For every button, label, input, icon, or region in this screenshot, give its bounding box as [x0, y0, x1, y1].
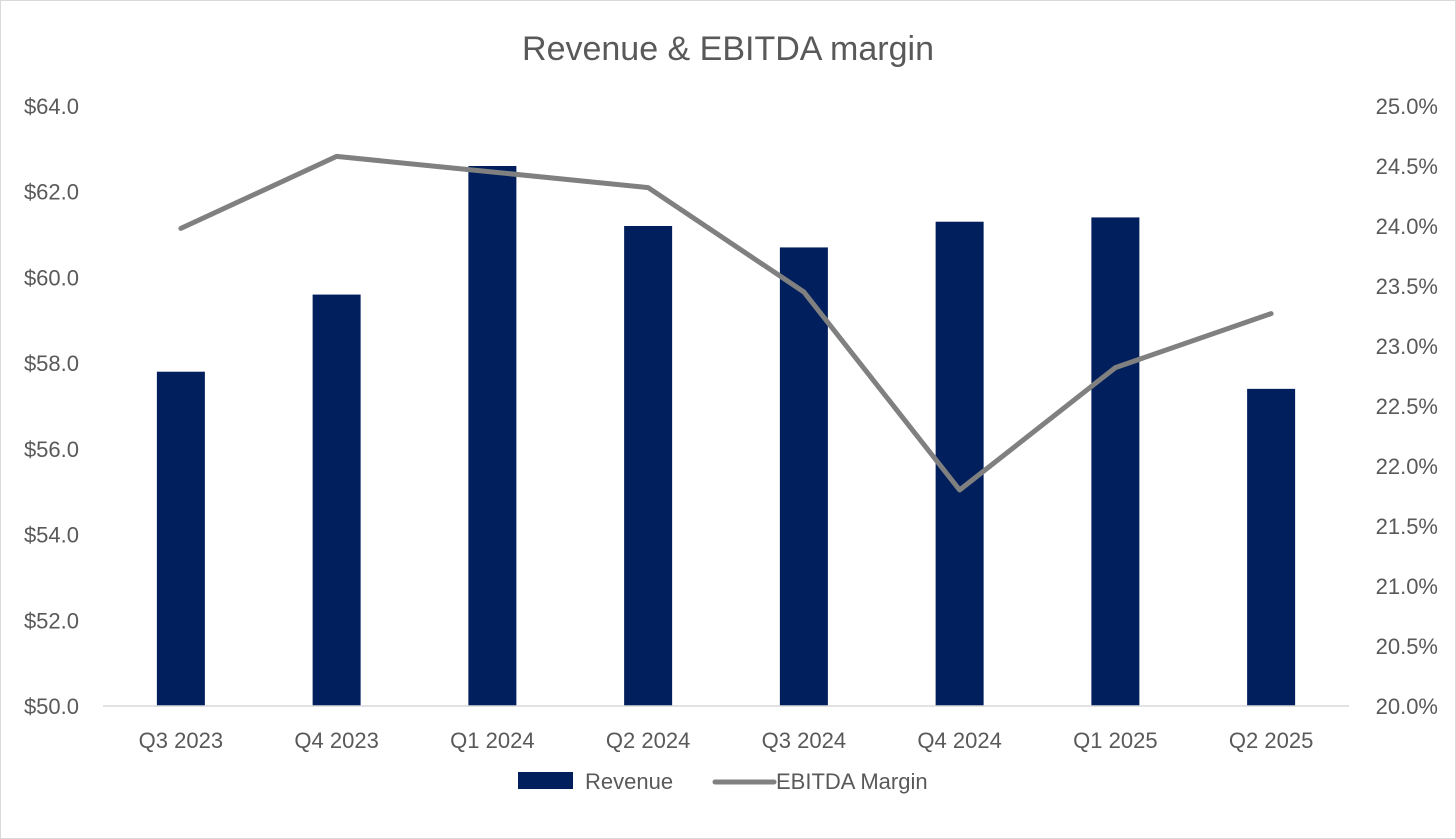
- right-tick-label: 20.5%: [1376, 634, 1438, 659]
- revenue-bars: [156, 166, 1296, 706]
- x-tick-label: Q3 2023: [139, 728, 223, 753]
- right-tick-label: 21.0%: [1376, 574, 1438, 599]
- right-tick-label: 20.0%: [1376, 694, 1438, 719]
- x-tick-label: Q4 2023: [294, 728, 378, 753]
- x-tick-label: Q2 2025: [1229, 728, 1313, 753]
- legend: Revenue EBITDA Margin: [518, 769, 928, 794]
- legend-ebitda-label: EBITDA Margin: [776, 769, 928, 794]
- left-tick-label: $60.0: [24, 265, 79, 290]
- x-tick-label: Q1 2025: [1073, 728, 1157, 753]
- right-tick-label: 24.0%: [1376, 214, 1438, 239]
- right-axis: 20.0% 20.5% 21.0% 21.5% 22.0% 22.5% 23.0% 23.5%…: [1376, 94, 1438, 719]
- right-tick-label: 23.0%: [1376, 334, 1438, 359]
- revenue-bar: [312, 294, 361, 706]
- left-tick-label: $56.0: [24, 437, 79, 462]
- chart-title: Revenue & EBITDA margin: [522, 30, 934, 68]
- revenue-bar: [156, 371, 205, 706]
- right-tick-label: 22.5%: [1376, 394, 1438, 419]
- revenue-bar: [1247, 388, 1296, 706]
- right-tick-label: 22.0%: [1376, 454, 1438, 479]
- ebitda-margin-line: [178, 153, 1274, 493]
- left-tick-label: $50.0: [24, 694, 79, 719]
- x-tick-label: Q1 2024: [450, 728, 534, 753]
- right-tick-label: 25.0%: [1376, 94, 1438, 119]
- x-tick-label: Q4 2024: [917, 728, 1001, 753]
- left-tick-label: $62.0: [24, 180, 79, 205]
- ebitda-line-layer: [178, 153, 1274, 493]
- left-axis: $50.0 $52.0 $54.0 $56.0 $58.0 $60.0 $62.0 $64.0: [24, 94, 79, 719]
- x-tick-label: Q3 2024: [762, 728, 846, 753]
- left-tick-label: $52.0: [24, 608, 79, 633]
- revenue-bar: [468, 166, 517, 706]
- left-tick-label: $54.0: [24, 523, 79, 548]
- legend-revenue-label: Revenue: [585, 769, 673, 794]
- revenue-bar: [1091, 217, 1140, 706]
- revenue-bar: [779, 247, 828, 706]
- x-axis: Q3 2023 Q4 2023 Q1 2024 Q2 2024 Q3 2024 Q4 20…: [139, 728, 1314, 753]
- x-tick-label: Q2 2024: [606, 728, 690, 753]
- left-tick-label: $64.0: [24, 94, 79, 119]
- left-tick-label: $58.0: [24, 351, 79, 376]
- revenue-bar: [935, 221, 984, 706]
- right-tick-label: 21.5%: [1376, 514, 1438, 539]
- right-tick-label: 23.5%: [1376, 274, 1438, 299]
- legend-revenue-swatch: [518, 772, 573, 789]
- right-tick-label: 24.5%: [1376, 154, 1438, 179]
- revenue-bar: [624, 226, 673, 706]
